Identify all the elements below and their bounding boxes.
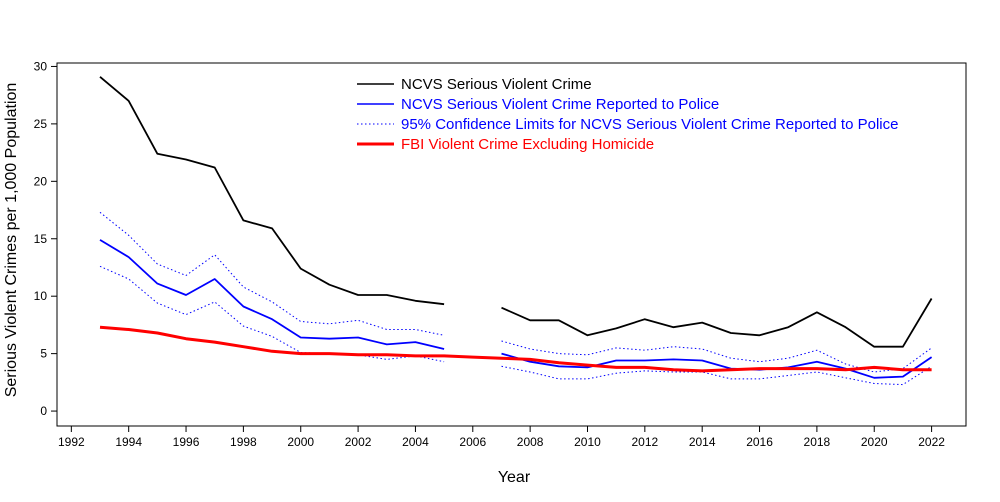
series-line-ncvs bbox=[501, 298, 933, 348]
series-line-fbi bbox=[99, 325, 932, 373]
x-tick-label: 1998 bbox=[230, 435, 257, 449]
y-tick-label: 25 bbox=[34, 117, 48, 131]
x-tick-label: 2010 bbox=[574, 435, 601, 449]
y-tick-label: 15 bbox=[34, 232, 48, 246]
x-tick-label: 2004 bbox=[402, 435, 429, 449]
x-tick-label: 2022 bbox=[918, 435, 945, 449]
legend-label-reported: NCVS Serious Violent Crime Reported to P… bbox=[401, 96, 719, 113]
series-line-ci-lower bbox=[501, 365, 932, 386]
y-tick-label: 0 bbox=[40, 404, 47, 418]
series-line-ci-upper bbox=[99, 211, 445, 336]
plot-frame bbox=[56, 62, 967, 427]
x-tick-label: 1994 bbox=[115, 435, 142, 449]
x-tick-label: 2016 bbox=[746, 435, 773, 449]
x-tick-label: 2014 bbox=[689, 435, 716, 449]
y-axis-title: Serious Violent Crimes per 1,000 Populat… bbox=[3, 83, 20, 398]
x-tick-label: 2002 bbox=[345, 435, 372, 449]
x-axis-title: Year bbox=[498, 469, 531, 486]
series-line-reported bbox=[501, 352, 933, 379]
y-tick-label: 10 bbox=[34, 289, 48, 303]
series-lines bbox=[99, 76, 933, 386]
x-tick-label: 1996 bbox=[173, 435, 200, 449]
y-tick-label: 5 bbox=[40, 347, 47, 361]
x-tick-label: 2020 bbox=[861, 435, 888, 449]
x-tick-label: 2008 bbox=[517, 435, 544, 449]
series-line-ncvs bbox=[99, 76, 445, 306]
x-tick-label: 2018 bbox=[804, 435, 831, 449]
y-tick-label: 20 bbox=[34, 174, 48, 188]
legend-label-fbi: FBI Violent Crime Excluding Homicide bbox=[401, 136, 654, 153]
axis-ticks: 1992 1994 1996 1998 2000 2002 2004 2006 2008 2010… bbox=[34, 59, 946, 449]
y-tick-label: 30 bbox=[34, 59, 48, 73]
series-line-ci-lower bbox=[99, 265, 445, 363]
x-tick-label: 2012 bbox=[631, 435, 658, 449]
legend-label-ncvs: NCVS Serious Violent Crime bbox=[401, 76, 592, 93]
legend-label-ci: 95% Confidence Limits for NCVS Serious V… bbox=[401, 116, 898, 133]
legend: NCVS Serious Violent Crime NCVS Serious … bbox=[357, 76, 898, 153]
series-line-reported bbox=[99, 239, 445, 350]
x-tick-label: 1992 bbox=[58, 435, 85, 449]
x-tick-label: 2000 bbox=[287, 435, 314, 449]
series-line-ci-upper bbox=[501, 340, 932, 373]
x-tick-label: 2006 bbox=[459, 435, 486, 449]
